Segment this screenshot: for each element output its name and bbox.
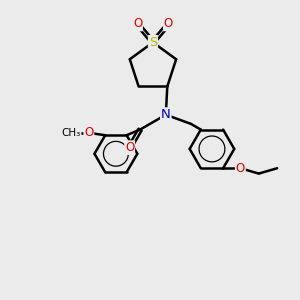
Text: O: O [236,162,245,175]
Text: O: O [164,17,173,31]
Text: O: O [84,126,94,140]
Text: CH₃: CH₃ [61,128,81,138]
Text: N: N [161,108,171,121]
Text: O: O [125,141,134,154]
Text: O: O [133,17,142,31]
Text: S: S [149,36,157,49]
